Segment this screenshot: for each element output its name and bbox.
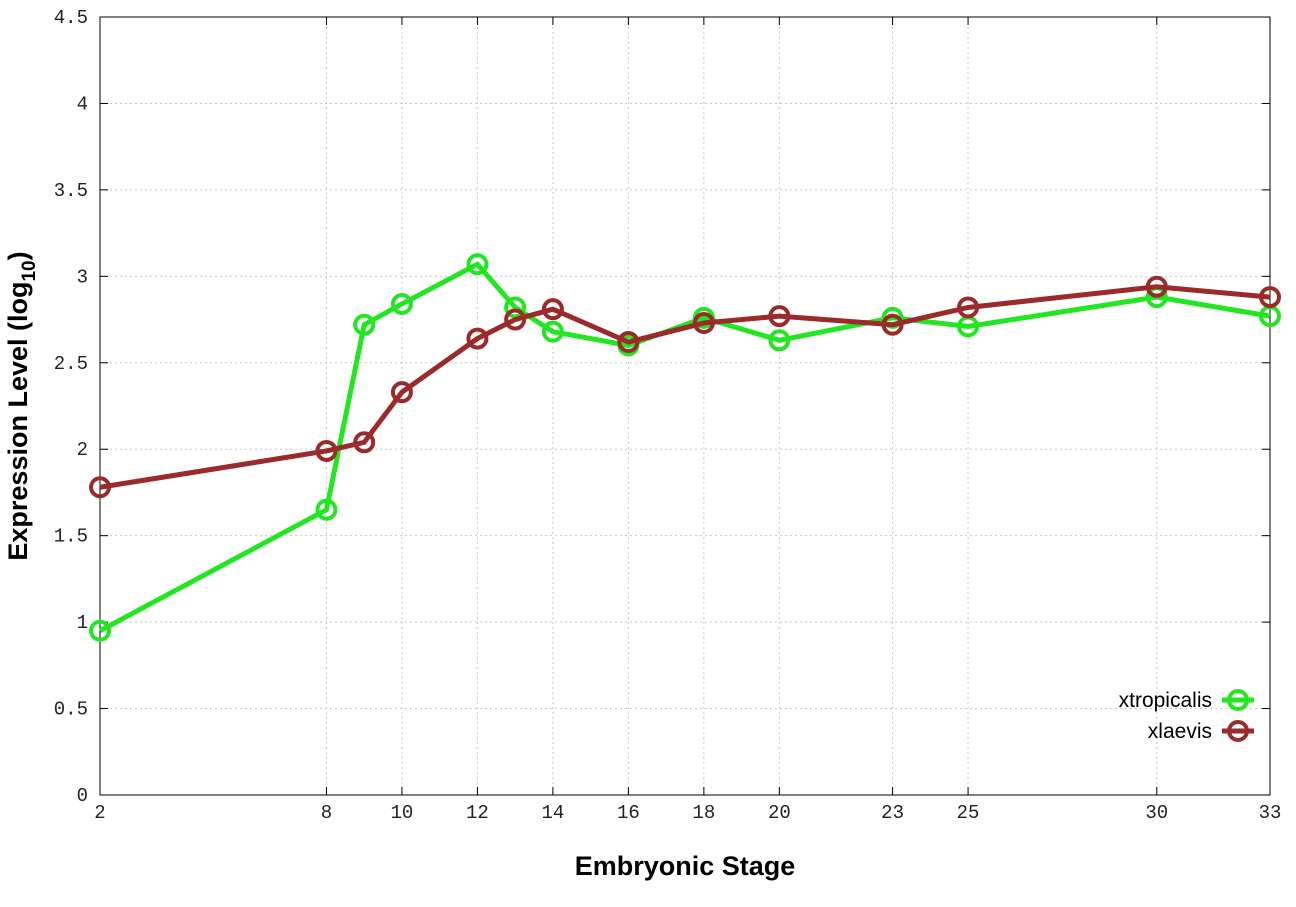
data-point — [617, 331, 640, 354]
data-point — [390, 381, 413, 404]
x-tick-label: 18 — [692, 802, 715, 824]
plot-frame — [99, 16, 1271, 796]
legend-label: xlaevis — [1148, 720, 1212, 743]
ticks: 0 0.5 1 1.5 2 2.5 3 3.5 4 4.5 2 8 10 12 14 16 18 20 23 25 30… — [54, 7, 1282, 824]
y-axis-label-main: Expression Level (log — [3, 282, 33, 561]
y-tick-label: 2 — [77, 439, 88, 461]
y-axis-label: Expression Level (log10) — [3, 251, 40, 560]
y-tick-label: 2.5 — [54, 353, 88, 375]
y-tick-label: 3.5 — [54, 180, 88, 202]
x-tick-label: 25 — [957, 802, 980, 824]
series-xlaevis — [89, 275, 1281, 499]
x-tick-label: 33 — [1259, 802, 1282, 824]
y-axis-label-sub: 10 — [19, 260, 40, 281]
y-tick-label: 3 — [77, 266, 88, 288]
data-point — [881, 313, 904, 336]
grid — [100, 17, 1270, 795]
y-tick-label: 4 — [77, 93, 88, 115]
legend-marker — [1227, 720, 1249, 742]
x-tick-label: 12 — [466, 802, 489, 824]
series-line — [98, 261, 1271, 633]
x-axis-label: Embryonic Stage — [575, 851, 796, 881]
data-point — [957, 296, 980, 319]
y-tick-label: 1 — [77, 612, 88, 634]
data-point — [89, 476, 111, 499]
data-point — [390, 292, 413, 315]
y-tick-label: 0 — [77, 785, 88, 807]
data-point — [315, 498, 338, 521]
x-tick-label: 10 — [391, 802, 414, 824]
data-point — [353, 431, 376, 454]
x-tick-label: 2 — [94, 802, 105, 824]
x-tick-label: 8 — [321, 802, 332, 824]
legend-marker — [1227, 689, 1249, 711]
data-point — [504, 308, 527, 331]
data-point — [504, 296, 527, 319]
data-point — [353, 313, 376, 336]
legend-label: xtropicalis — [1119, 689, 1212, 712]
data-point — [315, 439, 338, 462]
x-tick-label: 14 — [541, 802, 564, 824]
data-point — [466, 253, 489, 276]
data-point — [1145, 275, 1168, 298]
series-group — [89, 253, 1281, 642]
x-tick-label: 16 — [617, 802, 640, 824]
data-point — [541, 298, 564, 321]
data-point — [1259, 286, 1281, 309]
x-tick-label: 30 — [1145, 802, 1168, 824]
data-point — [692, 312, 715, 335]
data-point — [89, 619, 111, 642]
data-point — [768, 305, 791, 328]
y-axis-label-close: ) — [3, 251, 33, 260]
x-tick-label: 23 — [881, 802, 904, 824]
y-tick-label: 4.5 — [54, 7, 88, 29]
data-point — [768, 329, 791, 352]
x-tick-label: 20 — [768, 802, 791, 824]
y-tick-label: 0.5 — [54, 699, 88, 721]
legend: xtropicalis xlaevis — [1119, 689, 1254, 743]
y-tick-label: 1.5 — [54, 526, 88, 548]
data-point — [541, 320, 564, 343]
data-point — [466, 327, 489, 350]
series-xtropicalis — [89, 253, 1281, 642]
series-line — [99, 284, 1271, 490]
